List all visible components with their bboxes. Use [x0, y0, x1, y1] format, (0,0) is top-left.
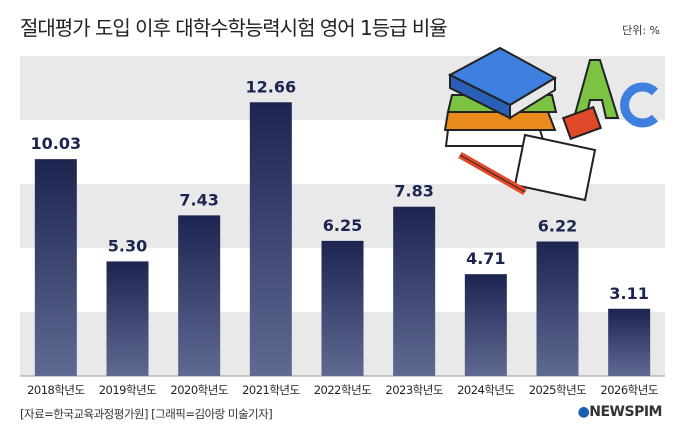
value-label: 7.43 — [179, 190, 218, 209]
x-tick-label: 2024학년도 — [457, 383, 515, 397]
books-illustration — [443, 46, 659, 202]
bar-2018학년도 — [34, 159, 77, 376]
value-label: 3.11 — [609, 284, 648, 303]
x-tick-label: 2025학년도 — [529, 383, 587, 397]
x-tick-label: 2021학년도 — [242, 383, 300, 397]
bar-2020학년도 — [178, 215, 221, 376]
grid-band — [20, 56, 665, 120]
logo-text: NEWSPIM — [589, 404, 662, 420]
value-label: 7.83 — [394, 182, 433, 201]
x-tick-label: 2018학년도 — [27, 383, 85, 397]
value-label: 6.25 — [323, 216, 362, 235]
value-label: 5.30 — [108, 236, 147, 255]
value-label: 4.71 — [466, 249, 505, 268]
bar-2023학년도 — [393, 206, 436, 376]
x-tick-label: 2023학년도 — [385, 383, 443, 397]
newspim-logo: ●NEWSPIM — [577, 404, 663, 420]
bar-2025학년도 — [536, 241, 579, 376]
x-tick-label: 2022학년도 — [314, 383, 372, 397]
chart-title: 절대평가 도입 이후 대학수학능력시험 영어 1등급 비율 — [20, 16, 448, 40]
x-tick-label: 2020학년도 — [170, 383, 228, 397]
x-tick-label: 2019학년도 — [99, 383, 157, 397]
value-label: 10.03 — [31, 134, 82, 153]
source-credit: [자료=한국교육과정평가원] [그래픽=김아랑 미술기자] — [20, 407, 273, 421]
bar-2022학년도 — [321, 240, 364, 376]
bar-2019학년도 — [106, 261, 149, 376]
bar-2026학년도 — [608, 308, 651, 376]
bar-2021학년도 — [249, 102, 292, 377]
bar-2024학년도 — [464, 274, 507, 376]
value-label: 12.66 — [246, 77, 297, 96]
value-label: 6.22 — [538, 217, 577, 236]
unit-label: 단위: % — [622, 24, 660, 37]
x-tick-label: 2026학년도 — [600, 383, 658, 397]
